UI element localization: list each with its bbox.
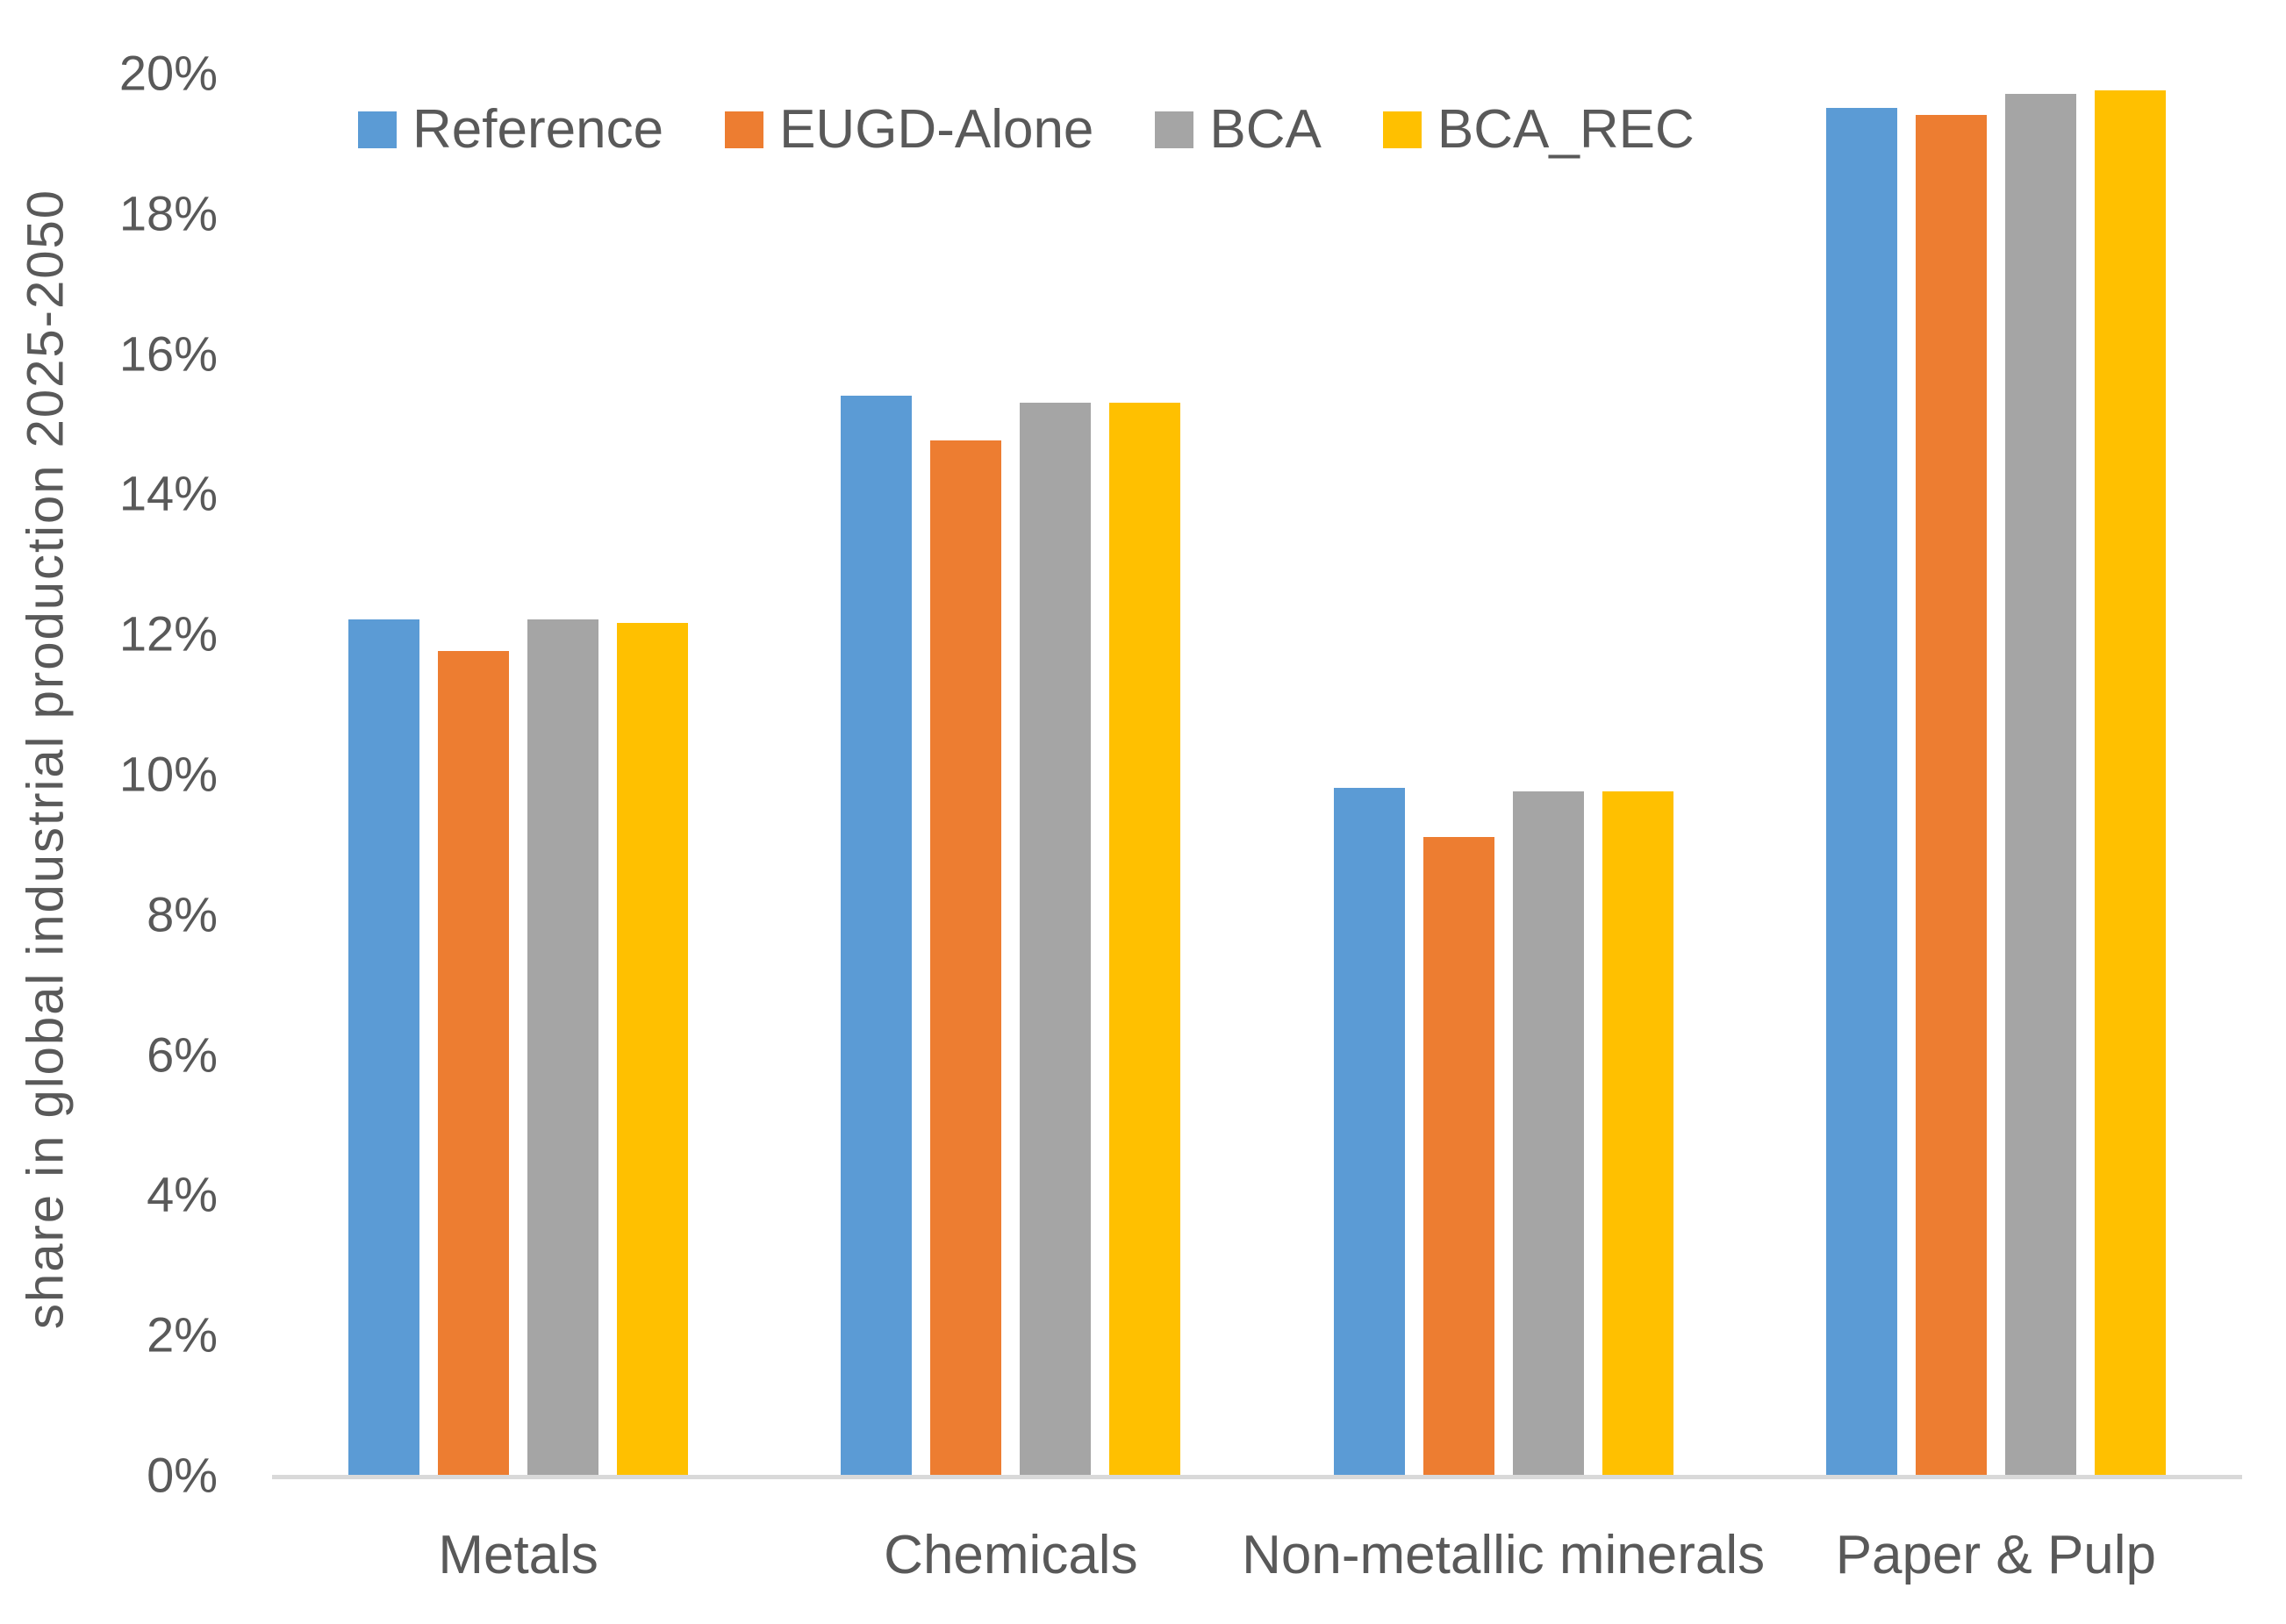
x-axis-label: Chemicals (884, 1525, 1138, 1585)
bar-reference-chemicals (841, 395, 913, 1475)
y-tick-label: 10% (118, 746, 218, 802)
legend-label: Reference (412, 99, 664, 160)
bar-eugd-alone-metals (438, 651, 510, 1475)
y-tick-label: 4% (147, 1166, 218, 1222)
legend-item-bca_rec: BCA_REC (1382, 98, 1695, 161)
legend-item-eugd-alone: EUGD-Alone (725, 98, 1093, 161)
x-axis-label: Non-metallic minerals (1242, 1525, 1766, 1585)
y-axis-tick-labels: 0% 2% 4% 6% 8% 10% 12% 14% 16% 18% 20% (0, 46, 218, 1503)
x-axis-label: Metals (438, 1525, 598, 1585)
legend-swatch-icon (358, 111, 397, 148)
bar-reference-non-metallic-minerals (1333, 787, 1405, 1475)
bar-bca-metals (527, 619, 599, 1475)
legend-swatch-icon (1382, 111, 1422, 148)
y-tick-label: 18% (118, 185, 218, 241)
y-tick-label: 8% (147, 886, 218, 942)
x-axis-label: Paper & Pulp (1835, 1525, 2157, 1585)
legend-label: EUGD-Alone (779, 99, 1094, 160)
legend-label: BCA (1209, 99, 1322, 160)
y-tick-label: 12% (118, 605, 218, 662)
y-tick-label: 14% (118, 465, 218, 521)
legend-item-reference: Reference (358, 98, 663, 161)
bar-bca_rec-metals (617, 623, 689, 1475)
bar-eugd-alone-non-metallic-minerals (1422, 836, 1494, 1475)
plot-area (272, 73, 2242, 1479)
y-tick-label: 2% (147, 1306, 218, 1363)
legend-item-bca: BCA (1155, 98, 1322, 161)
bar-eugd-alone-paper-pulp (1915, 114, 1987, 1475)
legend: Reference EUGD-Alone BCA BCA_REC (358, 98, 1695, 161)
bar-bca_rec-non-metallic-minerals (1602, 791, 1673, 1475)
bar-reference-metals (348, 619, 420, 1475)
legend-label: BCA_REC (1437, 99, 1695, 160)
y-tick-label: 20% (118, 45, 218, 101)
bar-bca-chemicals (1020, 402, 1092, 1475)
y-tick-label: 6% (147, 1027, 218, 1083)
bar-bca_rec-chemicals (1109, 402, 1181, 1475)
bar-bca-non-metallic-minerals (1512, 791, 1584, 1475)
bar-eugd-alone-chemicals (930, 440, 1002, 1475)
bar-bca_rec-paper-pulp (2094, 89, 2166, 1475)
bar-bca-paper-pulp (2004, 93, 2076, 1475)
legend-swatch-icon (1155, 111, 1194, 148)
bar-reference-paper-pulp (1825, 107, 1897, 1475)
legend-swatch-icon (725, 111, 764, 148)
y-tick-label: 0% (147, 1447, 218, 1503)
x-axis-category-labels: Metals Chemicals Non-metallic minerals Pape… (272, 1524, 2242, 1594)
y-tick-label: 16% (118, 326, 218, 382)
